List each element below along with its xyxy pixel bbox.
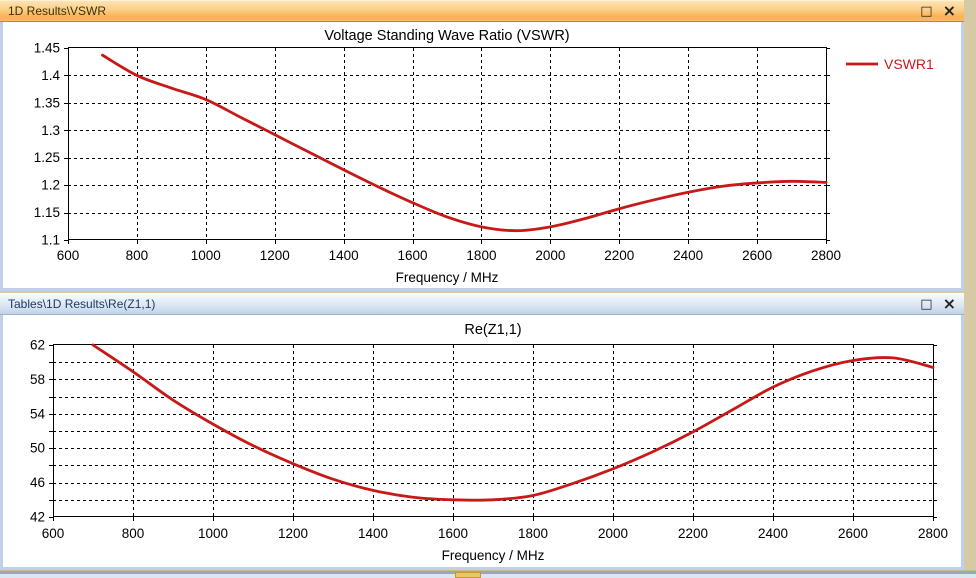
x-tick-label: 1600 <box>438 526 468 541</box>
x-tick-label: 2600 <box>838 526 868 541</box>
y-tick-label: 1.15 <box>34 205 60 220</box>
y-tick-label: 1.1 <box>41 233 60 248</box>
y-tick-label: 1.25 <box>34 150 60 165</box>
y-tick-label: 1.35 <box>34 95 60 110</box>
titlebar[interactable]: Tables\1D Results\Re(Z1,1) □ × <box>0 293 964 315</box>
x-axis-label: Frequency / MHz <box>442 548 545 563</box>
x-tick-label: 2800 <box>918 526 948 541</box>
y-tick-label: 62 <box>30 338 45 353</box>
x-axis-label: Frequency / MHz <box>396 270 499 285</box>
y-tick-label: 42 <box>30 510 45 525</box>
y-tick-label: 54 <box>30 406 46 421</box>
x-tick-label: 800 <box>126 248 149 263</box>
x-tick-label: 1400 <box>329 248 359 263</box>
x-tick-label: 800 <box>122 526 145 541</box>
x-tick-label: 2000 <box>598 526 628 541</box>
close-icon[interactable]: × <box>942 294 956 313</box>
y-tick-label: 1.4 <box>41 68 60 83</box>
partial-window-tab[interactable] <box>455 572 481 578</box>
x-tick-label: 2400 <box>758 526 788 541</box>
results-window-vswr: 1D Results\VSWR □ × 600 800 1000 1200 1400 16… <box>0 0 964 291</box>
titlebar[interactable]: 1D Results\VSWR □ × <box>0 0 964 22</box>
maximize-icon[interactable]: □ <box>920 3 933 19</box>
x-tick-label: 1000 <box>191 248 221 263</box>
x-tick-label: 1200 <box>278 526 308 541</box>
x-tick-label: 2400 <box>673 248 703 263</box>
window-body: 600 800 1000 1200 1400 1600 1800 2000 2200 2400 26… <box>0 315 964 570</box>
plot-border <box>53 344 934 517</box>
data-curve <box>101 53 828 233</box>
window-edge-fill <box>0 574 976 578</box>
y-tick-label: 1.45 <box>34 41 60 56</box>
x-tick-label: 1800 <box>466 248 496 263</box>
maximize-icon[interactable]: □ <box>920 296 933 312</box>
x-tick-label: 600 <box>42 526 65 541</box>
chart-title: Re(Z1,1) <box>464 322 521 338</box>
x-tick-label: 1800 <box>518 526 548 541</box>
y-tick-label: 1.2 <box>41 178 60 193</box>
plot-border <box>68 47 827 240</box>
window-title: Tables\1D Results\Re(Z1,1) <box>8 297 156 311</box>
y-tick-label: 58 <box>30 372 45 387</box>
window-body: 600 800 1000 1200 1400 1600 1800 2000 2200 2400 26… <box>0 22 964 291</box>
background-window-edge <box>0 570 976 578</box>
x-tick-label: 1200 <box>260 248 290 263</box>
window-edge-frame <box>0 571 976 574</box>
x-tick-label: 2200 <box>678 526 708 541</box>
window-edge-shadow <box>0 570 976 571</box>
window-title: 1D Results\VSWR <box>8 4 107 18</box>
close-icon[interactable]: × <box>942 1 956 20</box>
legend-label: VSWR1 <box>884 56 934 72</box>
x-tick-label: 2800 <box>811 248 841 263</box>
x-tick-label: 2000 <box>535 248 565 263</box>
vswr-chart: 600 800 1000 1200 1400 1600 1800 2000 2200 2400 26… <box>34 28 934 285</box>
results-window-rez11: Tables\1D Results\Re(Z1,1) □ × 600 800 100… <box>0 293 964 570</box>
y-tick-label: 50 <box>30 441 45 456</box>
x-tick-label: 1600 <box>398 248 428 263</box>
x-tick-label: 2600 <box>742 248 772 263</box>
y-tick-label: 1.3 <box>41 123 60 138</box>
x-tick-label: 600 <box>57 248 80 263</box>
chart-title: Voltage Standing Wave Ratio (VSWR) <box>324 28 569 44</box>
data-curve <box>91 343 935 502</box>
x-tick-label: 1000 <box>198 526 228 541</box>
x-tick-label: 2200 <box>604 248 634 263</box>
rez11-chart: 600 800 1000 1200 1400 1600 1800 2000 2200 2400 26… <box>30 322 948 563</box>
y-tick-label: 46 <box>30 475 45 490</box>
x-tick-label: 1400 <box>358 526 388 541</box>
